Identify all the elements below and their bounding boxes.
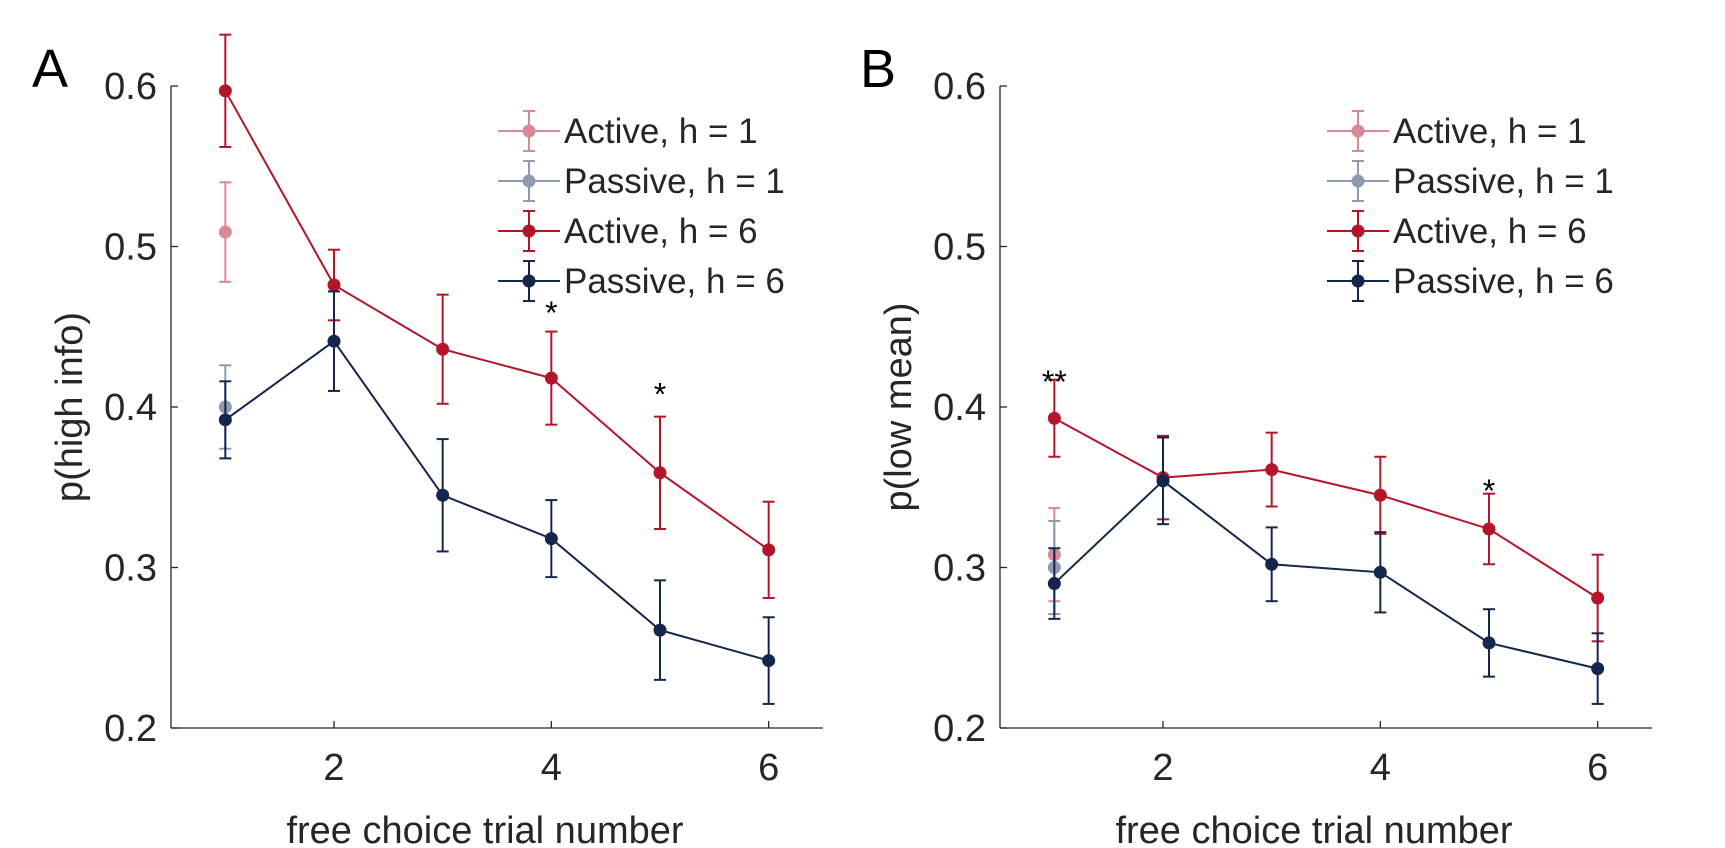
- panel-a-series-passive-h-6-point: [218, 413, 232, 427]
- panel-b-series-active-h-6-line: [1053, 417, 1599, 599]
- panel-b-series-passive-h-6-point: [1591, 662, 1605, 676]
- panel-a-x-tick-label: 6: [758, 747, 779, 789]
- panel-a-series-passive-h-6-point: [544, 532, 558, 546]
- panel-a-y-axis-label: p(high info): [49, 312, 91, 502]
- panel-a-legend-entry-passive-h-6-label: Passive, h = 6: [564, 262, 785, 301]
- panel-b-y-tick-label: 0.4: [933, 387, 986, 429]
- panel-b-series-active-h-6-point: [1482, 522, 1496, 536]
- panel-b-series-active-h-6-point: [1047, 411, 1061, 425]
- panel-a-legend-entry-passive-h-6: Passive, h = 6: [498, 260, 785, 302]
- panel-a-series-passive-h-6-point: [762, 654, 776, 668]
- panel-b-series-passive-h-6-point: [1373, 565, 1387, 579]
- panel-a-legend-entry-passive-h-6-swatch-marker: [522, 274, 536, 288]
- panel-a-legend-entry-passive-h-1-label: Passive, h = 1: [564, 162, 785, 201]
- panel-a-legend-entry-active-h-6: Active, h = 6: [498, 210, 758, 252]
- panel-b-legend-entry-passive-h-6-label: Passive, h = 6: [1393, 262, 1614, 301]
- panel-a-series-active-h-6-point: [327, 278, 341, 292]
- panel-a-legend-entry-active-h-6-label: Active, h = 6: [564, 212, 758, 251]
- panel-b-x-tick-label: 2: [1152, 747, 1173, 789]
- panel-a-y-tick-label: 0.5: [104, 227, 157, 269]
- panel-b: B 0.2 0.3 0.4 0.5 0.6 2 4 6 free choice trial num…: [860, 39, 1652, 848]
- panel-a-series-passive-h-6: [218, 290, 776, 705]
- panel-a-series-passive-h-6-line: [224, 339, 769, 662]
- panel-a-y-tick-label: 0.3: [104, 548, 157, 590]
- panel-a-y-tick-label: 0.4: [104, 387, 157, 429]
- panel-a-legend: Active, h = 1 Passive, h = 1 Active, h = 6…: [498, 110, 785, 302]
- panel-b-series-passive-h-6-point: [1047, 577, 1061, 591]
- panel-b-series-passive-h-6-point: [1265, 557, 1279, 571]
- panel-b-legend-entry-active-h-1-label: Active, h = 1: [1393, 112, 1587, 151]
- panel-a-legend-entry-active-h-6-swatch-marker: [522, 224, 536, 238]
- panel-a-series-active-h-6-point: [653, 466, 667, 480]
- panel-b-significance-marker: **: [1042, 364, 1067, 400]
- panel-a-x-tick-label: 2: [323, 747, 344, 789]
- panel-b-y-tick-label: 0.3: [933, 548, 986, 590]
- panel-a-legend-entry-active-h-1-swatch-marker: [522, 124, 536, 138]
- panel-b-legend-entry-active-h-6-label: Active, h = 6: [1393, 212, 1587, 251]
- panel-b-legend-entry-active-h-6: Active, h = 6: [1327, 210, 1587, 252]
- panel-a-x-tick-label: 4: [541, 747, 562, 789]
- panel-b-series-passive-h-6-point: [1156, 474, 1170, 488]
- panel-b-y-axis-label: p(low mean): [878, 302, 920, 511]
- panel-a-series-active-h-1: [218, 181, 232, 283]
- panel-a-legend-entry-passive-h-1: Passive, h = 1: [498, 160, 785, 202]
- panel-b-legend-entry-active-h-1: Active, h = 1: [1327, 110, 1587, 152]
- panel-b-series-passive-h-6-line: [1053, 479, 1598, 670]
- panel-a: A 0.2 0.3 0.4 0.5 0.6 2 4 6 free choice trial num…: [32, 33, 823, 848]
- panel-a-label: A: [32, 39, 68, 99]
- panel-b-legend-entry-passive-h-1-label: Passive, h = 1: [1393, 162, 1614, 201]
- panel-b-series-active-h-6-point: [1265, 463, 1279, 477]
- panel-b-series-passive-h-6: [1047, 436, 1605, 705]
- panel-b-legend-entry-passive-h-1-swatch-marker: [1351, 174, 1365, 188]
- panel-a-y-tick-label: 0.2: [104, 708, 157, 750]
- panel-b-series-active-h-6-point: [1591, 591, 1605, 605]
- panel-a-series-active-h-6: [218, 33, 776, 599]
- panel-a-series-active-h-6-line: [224, 90, 770, 551]
- panel-b-legend-entry-passive-h-6: Passive, h = 6: [1327, 260, 1614, 302]
- panel-b-y-tick-label: 0.2: [933, 708, 986, 750]
- panel-b-legend-entry-passive-h-6-swatch-marker: [1351, 274, 1365, 288]
- panel-b-legend-entry-active-h-1-swatch-marker: [1351, 124, 1365, 138]
- panel-a-series-active-h-6-point: [762, 543, 776, 557]
- panel-a-series-passive-h-6-point: [653, 623, 667, 637]
- panel-b-x-tick-label: 4: [1370, 747, 1391, 789]
- panel-a-significance-marker: *: [545, 295, 557, 331]
- panel-b-series-active-h-6: [1047, 378, 1605, 643]
- panel-b-legend-entry-passive-h-1: Passive, h = 1: [1327, 160, 1614, 202]
- panel-a-series-passive-h-6-point: [436, 488, 450, 502]
- panel-a-significance-marker: *: [654, 377, 666, 413]
- panel-a-y-tick-label: 0.6: [104, 66, 157, 108]
- panel-b-y-tick-label: 0.5: [933, 227, 986, 269]
- panel-a-legend-entry-active-h-1: Active, h = 1: [498, 110, 758, 152]
- panel-b-label: B: [860, 39, 896, 99]
- panel-a-series-active-h-6-point: [544, 371, 558, 385]
- panel-a-legend-entry-passive-h-1-swatch-marker: [522, 174, 536, 188]
- panel-a-series-active-h-6-point: [436, 342, 450, 356]
- panel-a-series-active-h-1-point: [218, 225, 232, 239]
- panel-b-x-tick-label: 6: [1587, 747, 1608, 789]
- panel-a-series-active-h-6-point: [218, 84, 232, 98]
- panel-b-series-passive-h-6-point: [1482, 636, 1496, 650]
- panel-b-y-tick-label: 0.6: [933, 66, 986, 108]
- panel-b-legend-entry-active-h-6-swatch-marker: [1351, 224, 1365, 238]
- panel-a-x-axis-label: free choice trial number: [286, 810, 683, 848]
- panel-b-significance-marker: *: [1483, 473, 1495, 509]
- panel-b-series-active-h-6-point: [1373, 488, 1387, 502]
- panel-a-legend-entry-active-h-1-label: Active, h = 1: [564, 112, 758, 151]
- panel-b-x-axis-label: free choice trial number: [1115, 810, 1512, 848]
- panel-b-legend: Active, h = 1 Passive, h = 1 Active, h = 6…: [1327, 110, 1614, 302]
- panel-a-series-passive-h-6-point: [327, 334, 341, 348]
